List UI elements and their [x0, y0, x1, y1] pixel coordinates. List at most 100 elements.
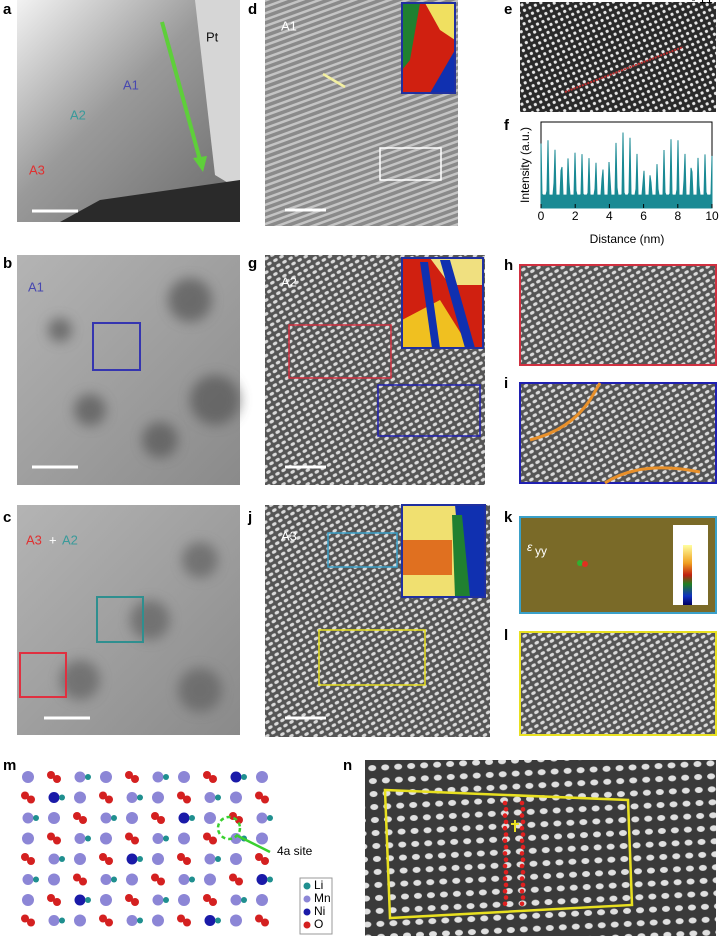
- atom: [256, 894, 268, 906]
- contrast-blobs: [60, 542, 222, 712]
- atom-dot: [503, 807, 509, 812]
- atom: [177, 791, 185, 800]
- atom: [183, 918, 191, 927]
- atom: [151, 873, 159, 882]
- panel-label: b: [3, 255, 12, 272]
- x-axis-label: Distance (nm): [590, 232, 665, 246]
- label: Pt: [206, 29, 219, 44]
- atom: [33, 876, 39, 883]
- atom: [99, 853, 107, 861]
- atom: [230, 791, 242, 804]
- atom: [255, 914, 263, 923]
- atom: [131, 836, 139, 845]
- panel-label: a: [3, 1, 12, 18]
- atom: [131, 898, 139, 906]
- atom-dot: [502, 888, 508, 894]
- atom: [48, 792, 60, 803]
- panel-label: j: [247, 509, 252, 526]
- strain-subscript: yy: [535, 544, 547, 558]
- atom: [152, 894, 164, 906]
- atom: [59, 794, 65, 801]
- strain-inset: [401, 2, 456, 94]
- atom: [152, 833, 164, 844]
- atom: [27, 918, 35, 927]
- atom-dot: [502, 863, 508, 869]
- hrtem-image: [519, 264, 717, 366]
- atom: [267, 815, 273, 821]
- atom: [137, 794, 143, 801]
- atom: [53, 898, 61, 906]
- atom: [137, 917, 143, 924]
- atom: [177, 914, 185, 923]
- legend-label: Ni: [314, 904, 325, 918]
- atom-dot: [519, 838, 525, 844]
- atom: [203, 771, 211, 779]
- crystal-structure: [21, 771, 273, 927]
- panel-label: l: [504, 627, 508, 644]
- atom: [152, 791, 164, 804]
- atom: [22, 832, 34, 845]
- atom: [183, 795, 191, 804]
- atom: [73, 873, 81, 882]
- atom: [111, 876, 117, 883]
- roi-box: [92, 322, 141, 371]
- atom-dot: [520, 857, 526, 862]
- atom: [22, 812, 34, 824]
- x-tick-label: 4: [606, 209, 613, 223]
- intensity-profile: [540, 132, 713, 209]
- atom: [100, 832, 112, 845]
- atom: [157, 816, 165, 824]
- atom-dot: [502, 813, 508, 818]
- strain-inset: [401, 257, 484, 349]
- x-tick-label: 8: [674, 209, 681, 223]
- atom: [256, 832, 268, 845]
- region-label: A3: [29, 162, 45, 177]
- atom: [22, 894, 34, 906]
- atom: [48, 873, 60, 886]
- region-label: A2: [70, 107, 86, 122]
- legend-swatch: [303, 895, 311, 903]
- atom: [125, 771, 133, 779]
- atom: [47, 832, 55, 841]
- atom-columns: [502, 800, 526, 907]
- atom: [105, 795, 113, 804]
- atom: [204, 812, 216, 824]
- atom: [261, 857, 269, 865]
- atom-dot: [520, 882, 526, 888]
- atom-dot: [503, 844, 509, 850]
- atom: [74, 894, 86, 906]
- scan-arrow: [160, 21, 202, 161]
- annotation: 4a site: [277, 844, 313, 858]
- atom: [151, 812, 159, 820]
- atom: [74, 833, 86, 844]
- hrtem-image: [520, 2, 716, 112]
- atom: [100, 771, 112, 783]
- roi-box: [327, 532, 398, 568]
- atom: [99, 791, 107, 800]
- atom: [48, 915, 60, 926]
- colorbar-tick-label: 1: [699, 0, 706, 6]
- arrow: [322, 72, 346, 89]
- atom-dot: [502, 838, 508, 844]
- roi-box: [96, 596, 144, 643]
- atom-dot: [520, 870, 526, 875]
- roi-box: [19, 652, 67, 698]
- atom: [209, 898, 217, 906]
- atom-dot: [519, 825, 525, 831]
- atom: [59, 856, 65, 862]
- atom: [85, 774, 91, 780]
- legend-swatch: [303, 908, 311, 916]
- atom: [105, 857, 113, 865]
- atom: [178, 812, 190, 824]
- atom: [230, 771, 242, 783]
- atom: [215, 917, 221, 924]
- atom: [99, 914, 107, 923]
- site-marker: [216, 815, 242, 841]
- atom-dot: [502, 825, 508, 831]
- atom: [126, 853, 138, 865]
- atom: [125, 894, 133, 902]
- atom-dot: [503, 895, 509, 900]
- roi-box: [379, 147, 442, 181]
